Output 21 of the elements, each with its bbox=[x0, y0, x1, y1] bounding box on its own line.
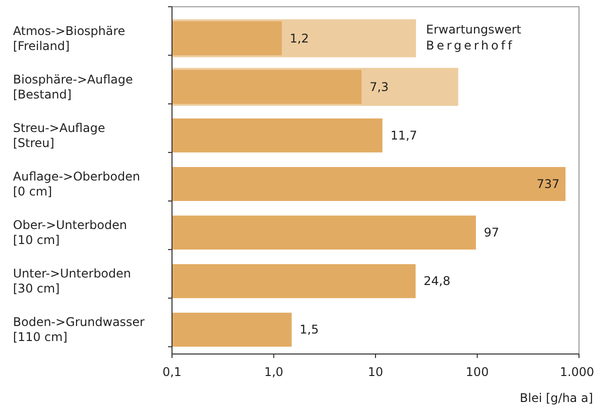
y-tick-label: Biosphäre->Auflage [Bestand] bbox=[13, 72, 133, 102]
y-tick-label: Unter->Unterboden [30 cm] bbox=[13, 266, 132, 296]
data-label: 1,2 bbox=[290, 31, 309, 46]
data-label: 24,8 bbox=[424, 274, 450, 288]
data-label: 7,3 bbox=[370, 80, 389, 94]
series-label: Erwartungswert Bergerhoff bbox=[426, 22, 522, 52]
y-tick-label: Auflage->Oberboden [0 cm] bbox=[13, 170, 140, 198]
data-label: 11,7 bbox=[390, 128, 418, 142]
x-axis-title: Blei [g/ha a] bbox=[520, 391, 593, 405]
data-label: 1,5 bbox=[300, 322, 319, 337]
data-label: 97 bbox=[484, 226, 500, 240]
x-tick-label: 0,1 bbox=[162, 365, 182, 379]
data-label: 737 bbox=[536, 177, 560, 191]
y-tick-label: Streu->Auflage [Streu] bbox=[13, 120, 106, 150]
x-tick-label: 1.000 bbox=[560, 365, 594, 379]
y-tick-label: Ober->Unterboden [10 cm] bbox=[13, 218, 127, 248]
x-tick-label: 1,0 bbox=[264, 365, 284, 379]
x-tick-label: 100 bbox=[466, 365, 489, 379]
y-tick-label: Boden->Grundwasser [110 cm] bbox=[13, 315, 145, 344]
y-tick-label: Atmos->Biosphäre [Freiland] bbox=[13, 24, 126, 53]
x-tick-label: 10 bbox=[368, 365, 384, 379]
